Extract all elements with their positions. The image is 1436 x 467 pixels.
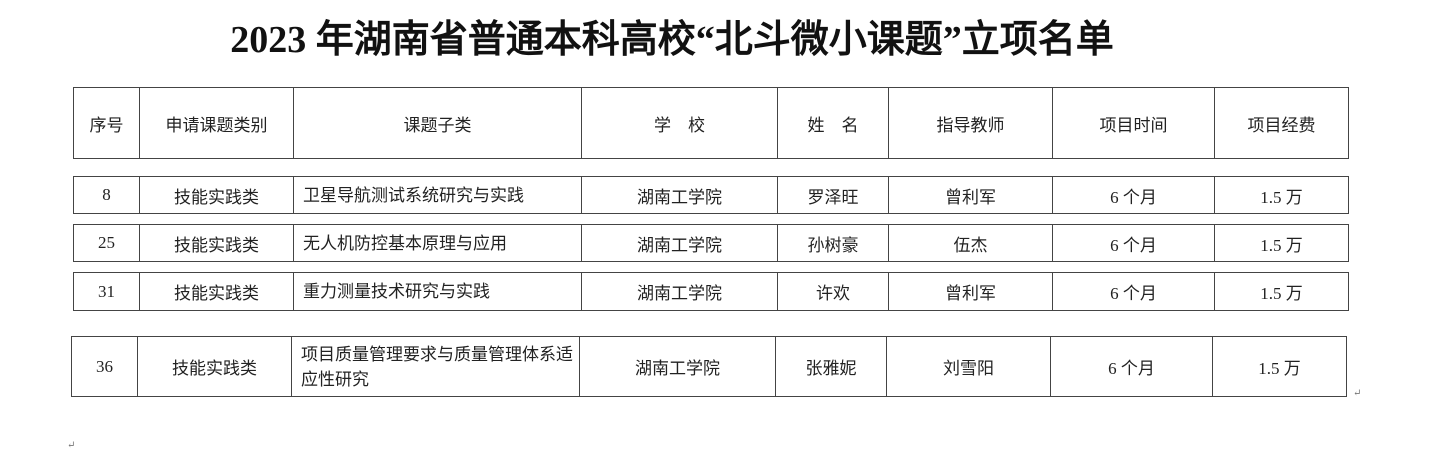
cell-subtopic: 无人机防控基本原理与应用 [294, 225, 582, 261]
cell-school: 湖南工学院 [582, 177, 778, 213]
cell-index: 8 [74, 177, 140, 213]
cell-category: 技能实践类 [140, 273, 294, 310]
header-cell: 学 校 [582, 88, 778, 158]
cell-school: 湖南工学院 [580, 337, 776, 396]
document-title: 2023 年湖南省普通本科高校“北斗微小课题”立项名单 [230, 19, 1114, 61]
table-row: 8 技能实践类 卫星导航测试系统研究与实践 湖南工学院 罗泽旺 曾利军 6 个月… [73, 176, 1349, 214]
cell-advisor: 曾利军 [889, 177, 1053, 213]
cell-category: 技能实践类 [140, 225, 294, 261]
header-cell: 申请课题类别 [140, 88, 294, 158]
cell-name: 罗泽旺 [778, 177, 889, 213]
cell-index: 31 [74, 273, 140, 310]
cell-advisor: 刘雪阳 [887, 337, 1051, 396]
header-cell: 项目时间 [1053, 88, 1215, 158]
table-row: 36 技能实践类 项目质量管理要求与质量管理体系适应性研究 湖南工学院 张雅妮 … [71, 336, 1347, 397]
header-cell: 课题子类 [294, 88, 582, 158]
cell-index: 36 [72, 337, 138, 396]
cell-category: 技能实践类 [140, 177, 294, 213]
header-cell: 指导教师 [889, 88, 1053, 158]
cell-duration: 6 个月 [1053, 177, 1215, 213]
cell-name: 孙树豪 [778, 225, 889, 261]
cell-subtopic: 卫星导航测试系统研究与实践 [294, 177, 582, 213]
table-row: 25 技能实践类 无人机防控基本原理与应用 湖南工学院 孙树豪 伍杰 6 个月 … [73, 224, 1349, 262]
cell-duration: 6 个月 [1053, 273, 1215, 310]
header-cell: 序号 [74, 88, 140, 158]
cell-index: 25 [74, 225, 140, 261]
table-row: 31 技能实践类 重力测量技术研究与实践 湖南工学院 许欢 曾利军 6 个月 1… [73, 272, 1349, 311]
cell-advisor: 曾利军 [889, 273, 1053, 310]
table-header: 序号 申请课题类别 课题子类 学 校 姓 名 指导教师 项目时间 项目经费 [73, 87, 1349, 159]
cell-school: 湖南工学院 [582, 225, 778, 261]
header-cell: 姓 名 [778, 88, 889, 158]
cell-subtopic: 项目质量管理要求与质量管理体系适应性研究 [292, 337, 580, 396]
cell-name: 张雅妮 [776, 337, 887, 396]
cell-name: 许欢 [778, 273, 889, 310]
cell-funding: 1.5 万 [1260, 187, 1303, 207]
paragraph-mark: ↵ [67, 440, 76, 451]
cell-funding: 1.5 万 [1260, 235, 1303, 255]
cell-category: 技能实践类 [138, 337, 292, 396]
header-cell: 项目经费 [1247, 115, 1316, 135]
cell-funding: 1.5 万 [1260, 284, 1303, 303]
cell-funding: 1.5 万 [1258, 359, 1301, 378]
cell-advisor: 伍杰 [889, 225, 1053, 261]
cell-school: 湖南工学院 [582, 273, 778, 310]
cell-duration: 6 个月 [1051, 337, 1213, 396]
paragraph-mark: ↵ [1353, 388, 1362, 399]
cell-duration: 6 个月 [1053, 225, 1215, 261]
cell-subtopic: 重力测量技术研究与实践 [294, 273, 582, 310]
